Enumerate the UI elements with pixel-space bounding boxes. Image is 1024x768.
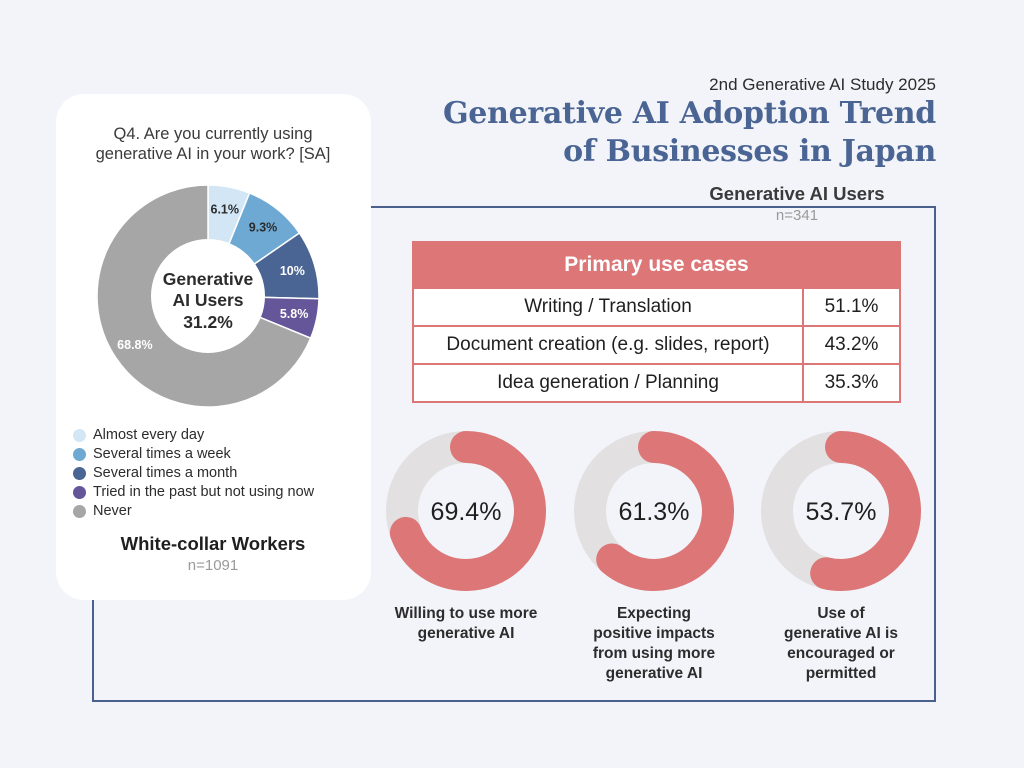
donut-data-label: 9.3% <box>249 220 278 234</box>
legend-swatch <box>73 448 86 461</box>
ring-caption-line: from using more <box>592 645 716 662</box>
use-case-value: 43.2% <box>802 325 901 365</box>
use-case-value: 51.1% <box>802 287 901 327</box>
ring-value-label: 53.7% <box>806 498 877 526</box>
ring-value-arc <box>761 431 921 591</box>
question-line-2: generative AI in your work? [SA] <box>95 145 331 163</box>
users-sample-size: n=341 <box>775 207 819 224</box>
legend-label: Almost every day <box>93 427 205 443</box>
ring-caption-line: generative AI is <box>783 625 898 642</box>
use-cases-table: Primary use cases Writing / Translation … <box>412 241 901 403</box>
ring-caption-line: encouraged or <box>787 645 895 662</box>
ring-chart-2: 61.3% <box>574 431 734 591</box>
page-title: Generative AI Adoption Trend of Business… <box>443 95 936 171</box>
legend-swatch <box>73 429 86 442</box>
donut-data-label: 68.8% <box>117 338 152 352</box>
donut-data-label: 5.8% <box>280 307 309 321</box>
ring-value-label: 69.4% <box>431 498 502 526</box>
legend-label: Never <box>93 503 132 519</box>
donut-hole <box>151 239 265 353</box>
ring-caption-line: Use of <box>817 605 865 622</box>
use-case-value: 35.3% <box>802 363 901 403</box>
donut-center-line-1: Generative <box>163 269 254 289</box>
use-cases-header: Primary use cases <box>412 241 901 289</box>
donut-data-label: 10% <box>280 264 305 278</box>
ring-caption-line: Expecting <box>616 605 692 622</box>
legend-swatch <box>73 505 86 518</box>
ring-value-label: 61.3% <box>619 498 690 526</box>
legend-label: Several times a week <box>93 446 231 462</box>
legend-label: Several times a month <box>93 465 238 481</box>
table-row: Writing / Translation 51.1% <box>412 287 901 327</box>
use-case-label: Writing / Translation <box>412 287 804 327</box>
donut-data-label: 6.1% <box>211 203 240 217</box>
legend-item: Several times a week <box>73 445 363 464</box>
legend-item: Tried in the past but not using now <box>73 483 363 502</box>
table-row: Idea generation / Planning 35.3% <box>412 363 901 403</box>
use-case-label: Idea generation / Planning <box>412 363 804 403</box>
ring-chart-3: 53.7% <box>761 431 921 591</box>
ring-caption: Willing to use more generative AI <box>376 604 556 644</box>
study-label: 2nd Generative AI Study 2025 <box>709 75 936 94</box>
question-line-1: Q4. Are you currently using <box>113 125 313 143</box>
ring-value-arc <box>574 431 734 591</box>
group-label: White-collar Workers <box>120 533 306 554</box>
legend-item: Several times a month <box>73 464 363 483</box>
users-section-label: Generative AI Users <box>688 183 906 205</box>
question-title: Q4. Are you currently using generative A… <box>70 124 356 164</box>
ring-caption: Expecting positive impacts from using more… <box>564 604 744 684</box>
use-case-label: Document creation (e.g. slides, report) <box>412 325 804 365</box>
donut-center-value: 31.2% <box>183 312 233 332</box>
legend-item: Almost every day <box>73 426 363 445</box>
ring-caption: Use of generative AI is encouraged or permi… <box>751 604 931 684</box>
ring-caption-line: generative AI <box>605 665 703 682</box>
ring-chart-1: 69.4% <box>386 431 546 591</box>
donut-center-line-2: AI Users <box>172 290 243 310</box>
ring-caption-line: generative AI <box>417 625 515 642</box>
legend-swatch <box>73 486 86 499</box>
ring-caption-line: Willing to use more <box>394 605 538 622</box>
legend-swatch <box>73 467 86 480</box>
ring-caption-line: permitted <box>805 665 877 682</box>
legend-item: Never <box>73 502 363 521</box>
ring-value-arc <box>386 431 546 591</box>
ring-caption-line: positive impacts <box>593 625 715 642</box>
page-title-line-1: Generative AI Adoption Trend <box>442 96 936 131</box>
group-sample-size: n=1091 <box>187 557 239 574</box>
table-row: Document creation (e.g. slides, report) … <box>412 325 901 365</box>
legend-label: Tried in the past but not using now <box>93 484 315 500</box>
donut-legend: Almost every day Several times a week Seve… <box>73 426 363 521</box>
page-title-line-2: of Businesses in Japan <box>563 134 936 169</box>
usage-frequency-donut-chart: 6.1% 9.3% 10% 5.8% 68.8% Generative AI Users… <box>96 184 320 408</box>
